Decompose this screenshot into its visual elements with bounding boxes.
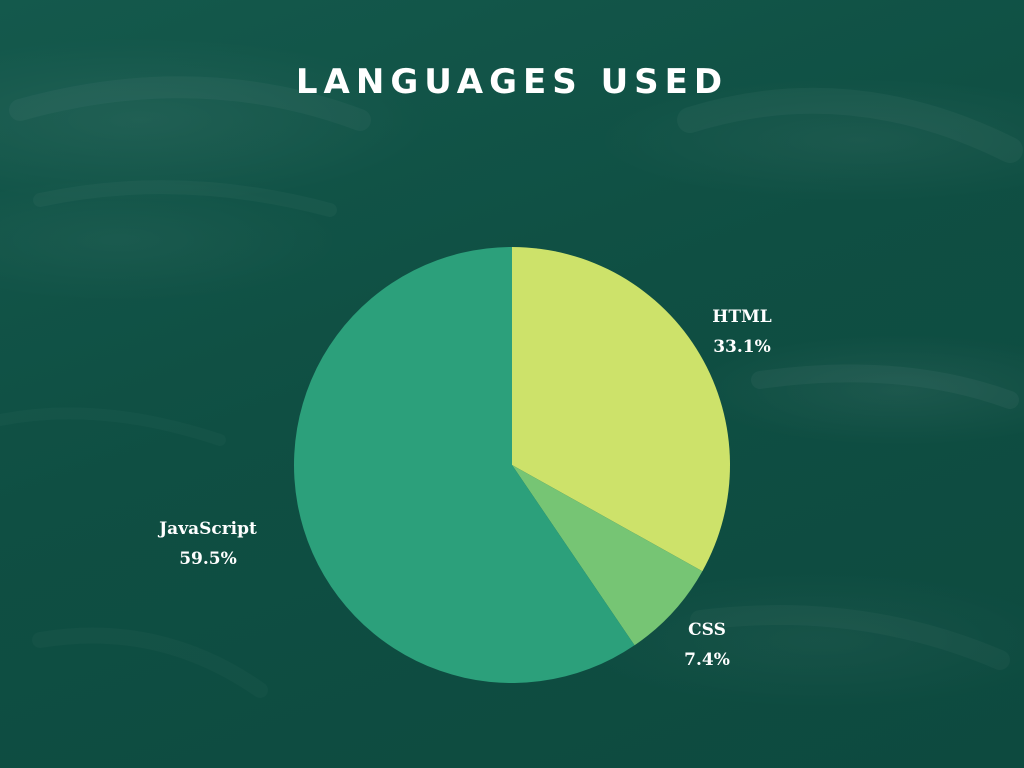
slice-percent: 59.5% (179, 549, 237, 569)
pie-slice-html (512, 247, 730, 572)
pie-slice-javascript (293, 247, 635, 683)
slice-label-html: HTML 33.1% (712, 302, 771, 362)
slice-label-css: CSS 7.4% (684, 615, 730, 675)
chart-title: LANGUAGES USED (295, 62, 729, 102)
slice-label-javascript: JavaScript 59.5% (159, 514, 257, 574)
pie-slice-css (512, 465, 703, 646)
slice-name: CSS (688, 620, 726, 640)
slice-percent: 33.1% (713, 337, 771, 357)
slice-percent: 7.4% (684, 650, 730, 670)
slice-name: HTML (712, 307, 772, 327)
slice-name: JavaScript (159, 519, 257, 539)
